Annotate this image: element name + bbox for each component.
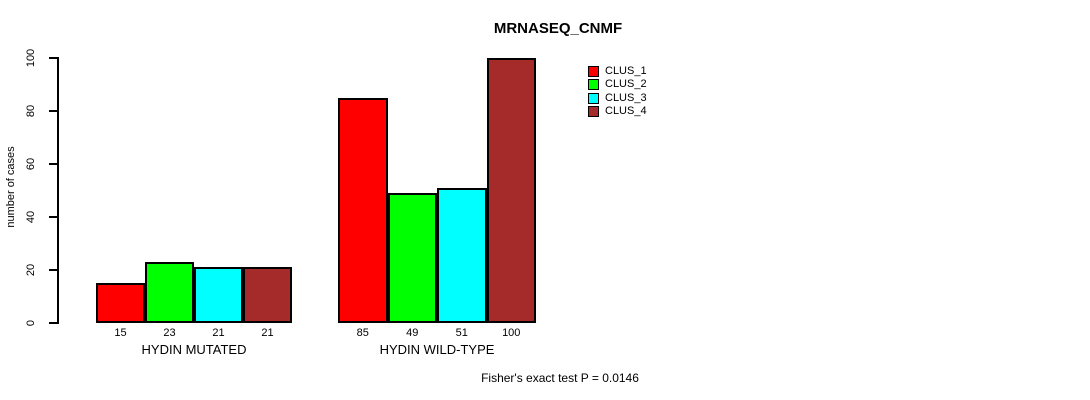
- category-label: HYDIN WILD-TYPE: [379, 342, 495, 357]
- legend-swatch-clus_2: [588, 79, 599, 91]
- legend-swatch-clus_4: [588, 105, 599, 117]
- y-tick: [49, 57, 57, 59]
- bar-clus_1-2: [338, 97, 388, 323]
- y-tick-label: 0: [25, 319, 37, 327]
- y-tick: [49, 269, 57, 271]
- bar-value-label: 49: [406, 327, 419, 339]
- bar-value-label: 23: [163, 327, 176, 339]
- bar-value-label: 100: [502, 327, 521, 339]
- bar-clus_1-1: [96, 283, 145, 323]
- y-axis-label: number of cases: [5, 146, 17, 228]
- y-tick: [49, 163, 57, 165]
- y-tick: [49, 322, 57, 324]
- legend-label-clus_1: CLUS_1: [605, 65, 647, 77]
- y-tick-label: 60: [25, 157, 37, 171]
- bar-value-label: 85: [356, 327, 369, 339]
- category-label: HYDIN MUTATED: [141, 342, 247, 357]
- y-tick-label: 100: [25, 48, 37, 68]
- legend-label-clus_2: CLUS_2: [605, 78, 647, 91]
- legend-swatch-clus_3: [588, 92, 599, 104]
- annotation-text: Fisher's exact test P = 0.0146: [481, 371, 639, 385]
- bar-clus_3-2: [437, 187, 487, 323]
- y-tick-label: 20: [25, 263, 37, 277]
- y-axis-line: [57, 57, 59, 324]
- bar-value-label: 21: [261, 327, 274, 339]
- y-tick-label: 80: [25, 104, 37, 118]
- bar-value-label: 21: [212, 327, 225, 339]
- legend-label-clus_4: CLUS_4: [605, 104, 647, 117]
- bar-clus_2-1: [145, 262, 194, 323]
- chart-title: MRNASEQ_CNMF: [493, 20, 623, 37]
- bar-clus_4-1: [243, 267, 292, 323]
- legend-swatch-clus_1: [588, 66, 599, 77]
- bar-value-label: 51: [455, 327, 468, 339]
- y-tick: [49, 216, 57, 218]
- y-tick: [49, 110, 57, 112]
- bar-clus_3-1: [194, 267, 243, 323]
- bar-clus_4-2: [486, 58, 536, 323]
- y-tick-label: 40: [25, 210, 37, 224]
- bar-clus_2-2: [387, 193, 437, 323]
- legend-label-clus_3: CLUS_3: [605, 91, 647, 104]
- bar-value-label: 15: [114, 327, 127, 339]
